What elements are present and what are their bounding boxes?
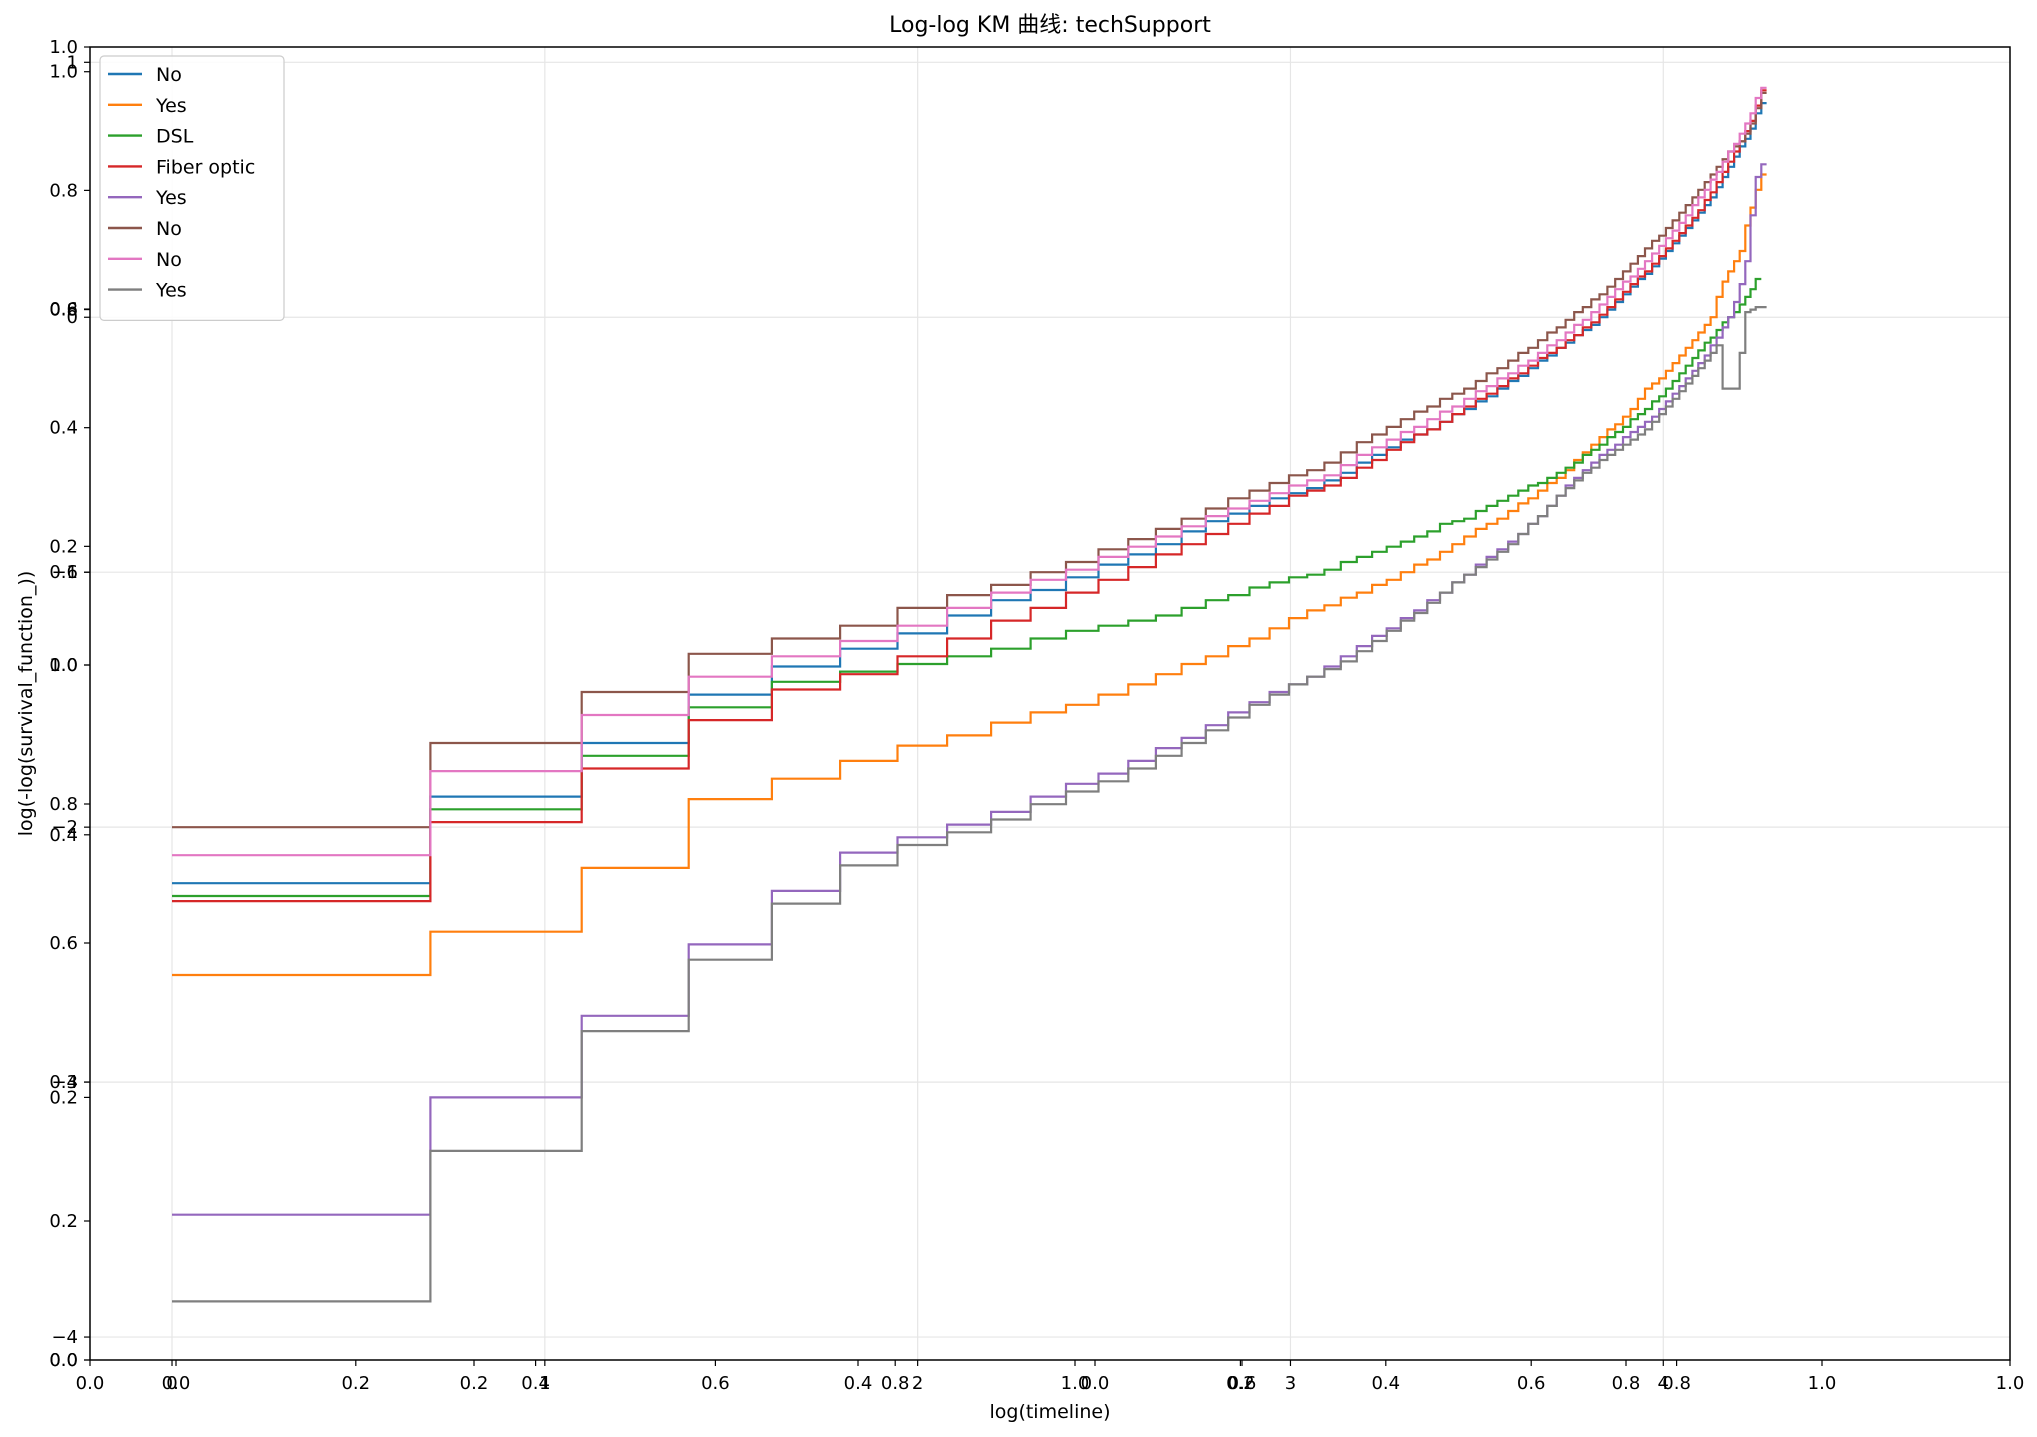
overlay-y-tick-label: 0.0 [49, 1350, 78, 1371]
y-tick-label: −3 [51, 1072, 78, 1093]
inset-right-y-tick-label: 0.2 [49, 536, 78, 557]
overlay-y-tick-label: 0.8 [49, 300, 78, 321]
inset-right-y-tick-label: 0.4 [49, 418, 78, 439]
legend-box [99, 55, 285, 321]
overlay-y-tick-label: 0.4 [49, 825, 78, 846]
inset-right-y-tick-label: 1.0 [49, 62, 78, 83]
inset-left-x-tick-label: 0.4 [521, 1373, 550, 1394]
overlay-y-tick-label: 1.0 [49, 37, 78, 58]
inset-right-x-tick-label: 0.0 [1081, 1373, 1110, 1394]
inset-left-y-tick-label: 0.8 [49, 794, 78, 815]
inset-right-x-tick-label: 0.8 [1662, 1373, 1691, 1394]
inset-right-y-tick-label: 0.0 [49, 655, 78, 676]
series-line-8 [172, 306, 1767, 1303]
inset-left-y-tick-label: 1.0 [49, 655, 78, 676]
x-tick-label: 4 [1658, 1373, 1669, 1394]
x-tick-label: 1 [539, 1373, 550, 1394]
y-axis-label: log(-log(survival_function_)) [15, 571, 37, 837]
overlay-y-tick-label: 0.6 [49, 562, 78, 583]
inset-right-x-tick-label: 0.4 [1371, 1373, 1400, 1394]
x-tick-label: 3 [1285, 1373, 1296, 1394]
overlay-x-tick-label: 0.6 [1228, 1373, 1257, 1394]
x-axis-label: log(timeline) [989, 1401, 1110, 1423]
series-line-6 [172, 91, 1767, 829]
inset-left-x-tick-label: 1.0 [1061, 1373, 1090, 1394]
overlay-x-tick-label: 0.8 [1612, 1373, 1641, 1394]
x-tick-label: 2 [912, 1373, 923, 1394]
inset-right-y-tick-label: 0.6 [49, 299, 78, 320]
overlay-y-tick-label: 0.2 [49, 1087, 78, 1108]
overlay-x-tick-label: 1.0 [1996, 1373, 2025, 1394]
legend-label: DSL [156, 126, 194, 148]
series-line-7 [172, 86, 1767, 857]
inset-left-y-tick-label: 0.6 [49, 933, 78, 954]
legend-label: Yes [155, 187, 187, 209]
inset-right-y-tick-label: 0.8 [49, 180, 78, 201]
y-tick-label: 0 [67, 307, 78, 328]
series-line-4 [172, 89, 1767, 903]
inset-right-x-tick-label: 1.0 [1808, 1373, 1837, 1394]
overlay-x-tick-label: 0.4 [844, 1373, 873, 1394]
inset-left-y-tick-label: 0.0 [49, 1350, 78, 1371]
legend-label: No [156, 64, 182, 86]
inset-right-x-tick-label: 0.6 [1517, 1373, 1546, 1394]
y-tick-label: −1 [51, 562, 78, 583]
y-tick-label: 1 [67, 52, 78, 73]
legend-label: No [156, 218, 182, 240]
series-line-3 [172, 277, 1762, 898]
plot-frame [89, 46, 2011, 1361]
inset-left-x-tick-label: 0.2 [341, 1373, 370, 1394]
inset-left-y-tick-label: 0.2 [49, 1211, 78, 1232]
inset-right-x-tick-label: 0.2 [1226, 1373, 1255, 1394]
series-line-2 [172, 173, 1767, 977]
series-line-5 [172, 163, 1767, 1216]
inset-left-x-tick-label: 0.8 [881, 1373, 910, 1394]
inset-left-y-tick-label: 0.4 [49, 1072, 78, 1093]
legend-label: Fiber optic [156, 156, 255, 178]
legend-label: Yes [155, 280, 187, 302]
y-tick-label: −4 [51, 1327, 78, 1348]
inset-left-x-tick-label: 0.6 [701, 1373, 730, 1394]
overlay-x-tick-label: 0.0 [76, 1373, 105, 1394]
legend-label: Yes [155, 95, 187, 117]
y-tick-label: −2 [51, 817, 78, 838]
overlay-x-tick-label: 0.2 [460, 1373, 489, 1394]
legend-label: No [156, 249, 182, 271]
inset-left-x-tick-label: 0.0 [162, 1373, 191, 1394]
chart-title: Log-log KM 曲线: techSupport [889, 13, 1211, 38]
x-tick-label: 0 [166, 1373, 177, 1394]
